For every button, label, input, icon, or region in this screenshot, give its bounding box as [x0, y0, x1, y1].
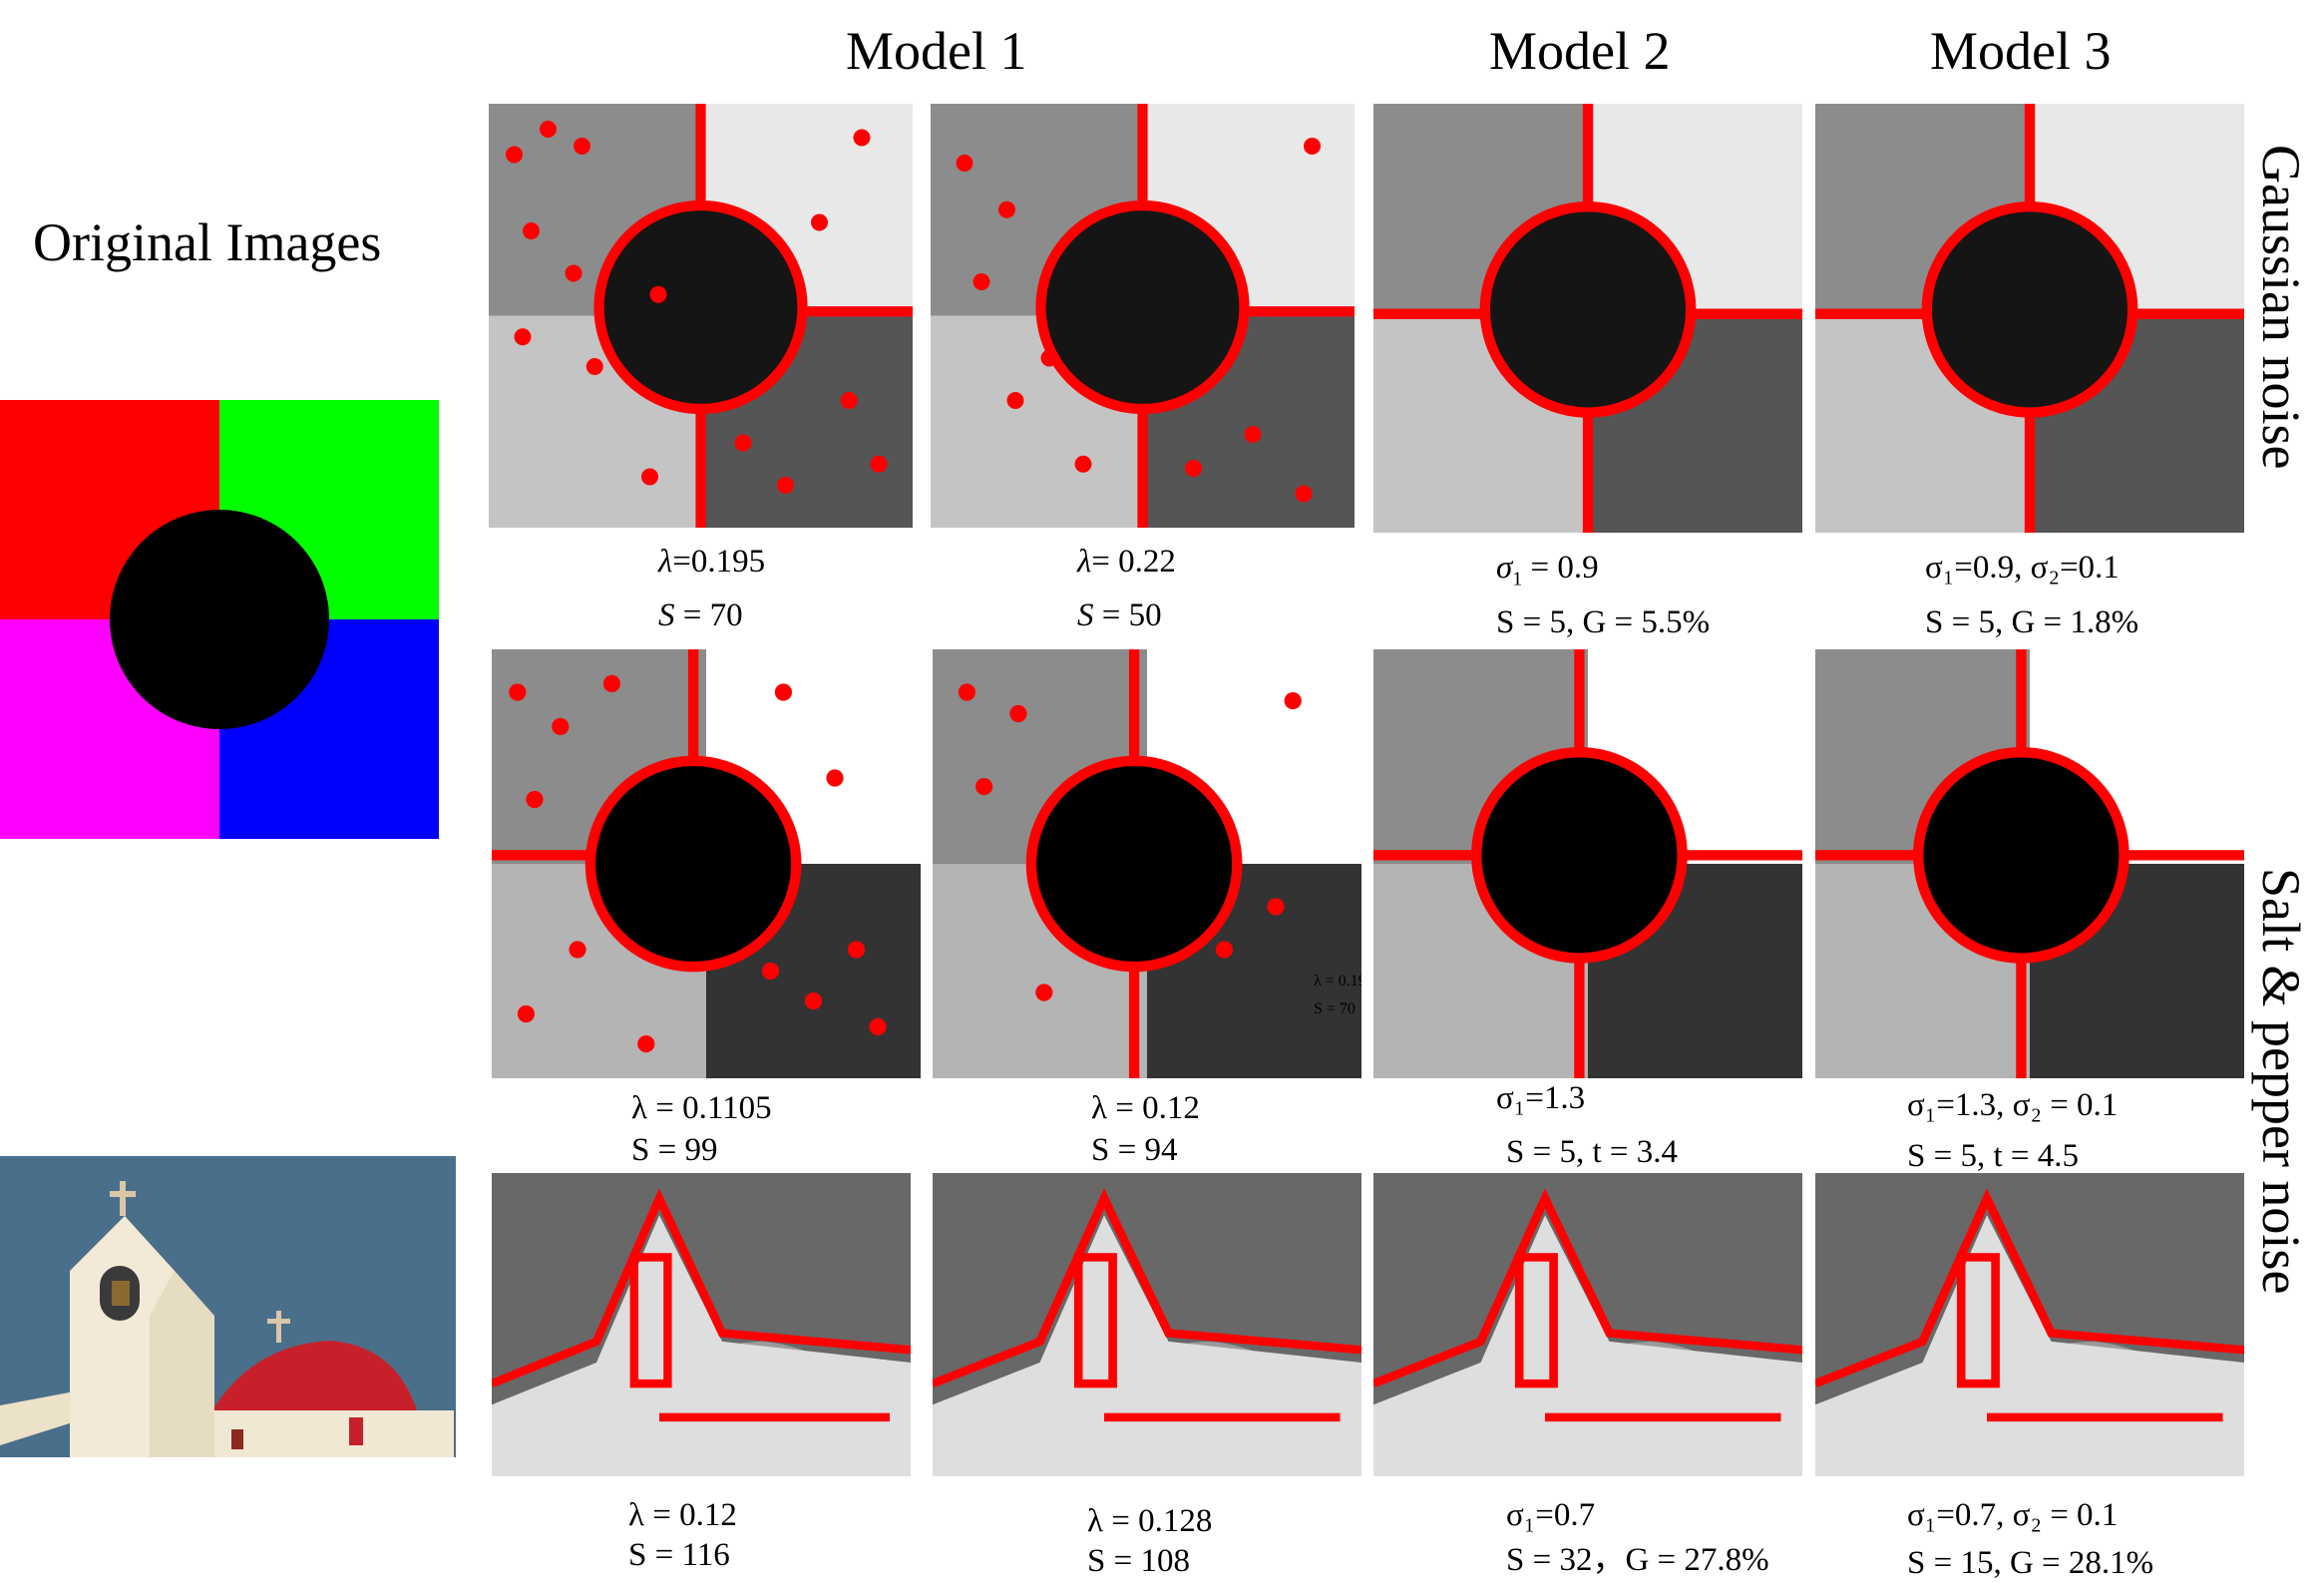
caption-r2c4-line1: σ₁=1.3, σ₂ = 0.1 [1907, 1087, 2119, 1123]
caption-r3c3-line2: S = 32，G = 27.8% [1506, 1542, 1769, 1578]
result-church-model3 [1815, 1173, 2244, 1476]
caption-r2c4-line2: S = 5, t = 4.5 [1907, 1138, 2079, 1174]
caption-r3c4-line1: σ₁=0.7, σ₂ = 0.1 [1907, 1497, 2119, 1533]
result-saltpepper-model1-a [492, 649, 921, 1078]
label-gaussian-noise: Gaussian noise [2251, 145, 2311, 470]
overlay-lambda: λ = 0.195 [1314, 973, 1361, 989]
caption-r3c1-line1: λ = 0.12 [628, 1497, 737, 1533]
result-saltpepper-model1-b: λ = 0.195 S = 70 [933, 649, 1361, 1078]
caption-r3c3-line1: σ₁=0.7 [1506, 1497, 1596, 1533]
result-saltpepper-model2 [1373, 649, 1802, 1078]
caption-r3c2-line2: S = 108 [1087, 1543, 1190, 1579]
caption-r1c3-line1: σ1 = 0.9 [1496, 550, 1599, 591]
result-gaussian-model3 [1815, 104, 2244, 533]
caption-r1c4-line1: σ₁=0.9, σ₂=0.1 [1925, 550, 2120, 586]
caption-r2c2-line2: S = 94 [1091, 1132, 1178, 1168]
caption-r1c1-line2: S = 70 [658, 597, 743, 633]
caption-r2c1-line1: λ = 0.1105 [631, 1090, 772, 1126]
result-gaussian-model1-a [489, 104, 913, 528]
caption-r1c4-line2: S = 5, G = 1.8% [1925, 604, 2139, 640]
caption-r1c2-line1: λ= 0.22 [1077, 544, 1176, 580]
caption-r2c3-line1: σ₁=1.3 [1496, 1080, 1586, 1116]
result-church-model1-a [492, 1173, 911, 1476]
header-model1: Model 1 [846, 21, 1027, 81]
result-gaussian-model2 [1373, 104, 1802, 533]
label-salt-pepper-noise: Salt & pepper noise [2251, 868, 2311, 1295]
caption-r3c4-line2: S = 15, G = 28.1% [1907, 1545, 2154, 1581]
header-model3: Model 3 [1930, 21, 2112, 81]
result-church-model1-b [933, 1173, 1361, 1476]
caption-r1c3-line2: S = 5, G = 5.5% [1496, 604, 1711, 640]
caption-r1c1-line1: λ=0.195 [658, 544, 766, 580]
result-saltpepper-model3 [1815, 649, 2244, 1078]
header-original-images: Original Images [33, 212, 382, 272]
caption-r2c1-line2: S = 99 [631, 1132, 718, 1168]
caption-r3c1-line2: S = 116 [628, 1537, 730, 1573]
caption-r2c3-line2: S = 5, t = 3.4 [1506, 1134, 1678, 1170]
caption-r1c2-line2: S = 50 [1077, 597, 1162, 633]
header-model2: Model 2 [1489, 21, 1671, 81]
result-gaussian-model1-b [931, 104, 1355, 528]
original-church-image [0, 1156, 456, 1457]
caption-r3c2-line1: λ = 0.128 [1087, 1503, 1213, 1539]
caption-r2c2-line1: λ = 0.12 [1091, 1090, 1200, 1126]
overlay-s: S = 70 [1314, 1000, 1356, 1017]
result-church-model2 [1373, 1173, 1802, 1476]
original-synthetic-image [0, 400, 439, 839]
